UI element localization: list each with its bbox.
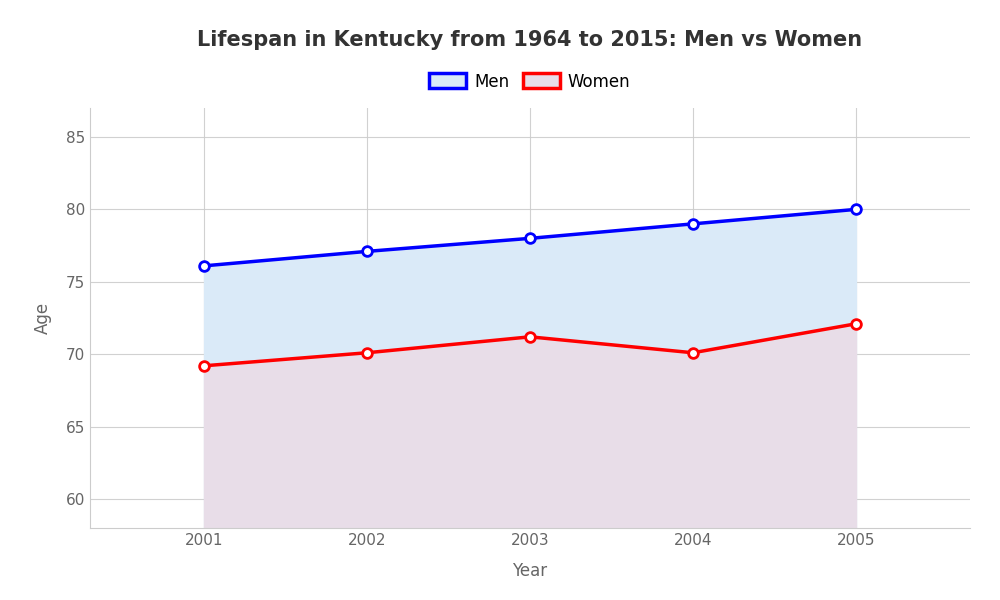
- Title: Lifespan in Kentucky from 1964 to 2015: Men vs Women: Lifespan in Kentucky from 1964 to 2015: …: [197, 29, 863, 49]
- Legend: Men, Women: Men, Women: [423, 66, 637, 97]
- Y-axis label: Age: Age: [34, 302, 52, 334]
- X-axis label: Year: Year: [512, 562, 548, 580]
